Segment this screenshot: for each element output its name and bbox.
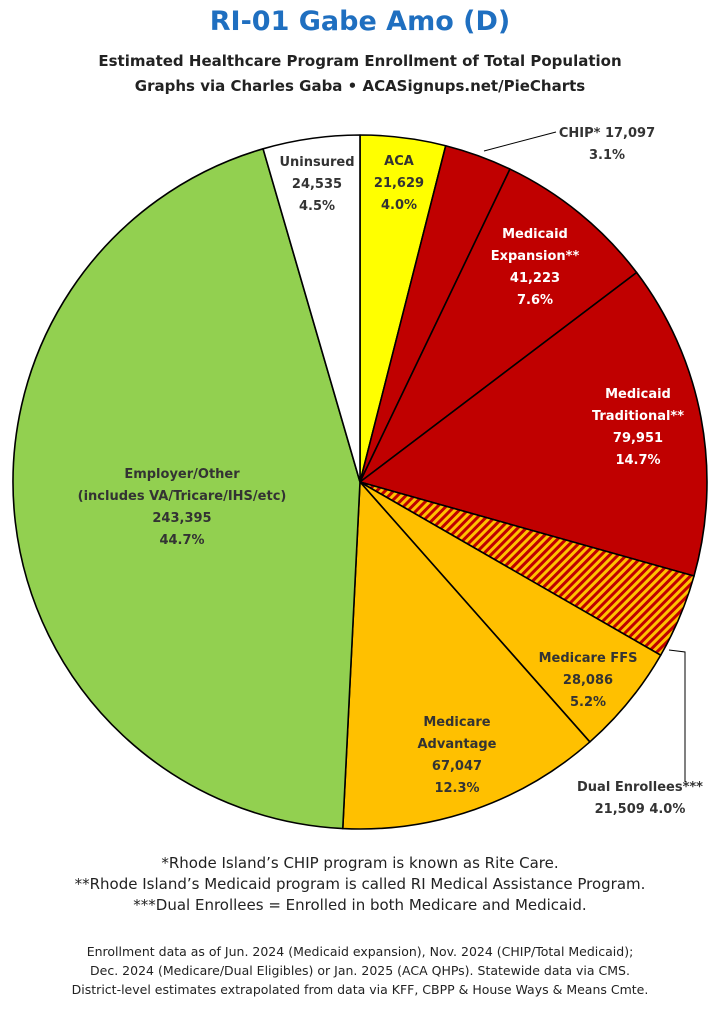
footnote-chip: *Rhode Island’s CHIP program is known as… <box>161 854 559 872</box>
slice-label: Medicaid Traditional** 79,951 14.7% <box>592 387 684 468</box>
slice-label: ACA 21,629 4.0% <box>374 154 424 213</box>
slice-label: Uninsured 24,535 4.5% <box>279 155 354 214</box>
pie-slice-medicaid <box>359 168 638 483</box>
slice-label: Dual Enrollees*** 21,509 4.0% <box>577 780 703 817</box>
pie-slice-uninsured <box>262 134 361 483</box>
slice-label: Medicare FFS 28,086 5.2% <box>539 651 638 710</box>
slice-label: Medicaid Expansion** 41,223 7.6% <box>491 227 580 308</box>
slice-label: Employer/Other (includes VA/Tricare/IHS/e… <box>78 467 287 548</box>
pie-slice-medicare <box>341 481 591 830</box>
source-notes: Enrollment data as of Jun. 2024 (Medicai… <box>0 942 720 999</box>
slice-label: Medicare Advantage 67,047 12.3% <box>418 715 497 796</box>
source-line: Enrollment data as of Jun. 2024 (Medicai… <box>86 944 634 959</box>
pie-chart: ACA 21,629 4.0% CHIP* 17,097 3.1% Medicaid Exp… <box>12 126 708 830</box>
footnote-medicaid: **Rhode Island’s Medicaid program is cal… <box>74 875 646 893</box>
source-line: Dec. 2024 (Medicare/Dual Eligibles) or J… <box>90 963 630 978</box>
chart-credit: Graphs via Charles Gaba • ACASignups.net… <box>134 77 586 95</box>
footnote-dual: ***Dual Enrollees = Enrolled in both Med… <box>133 896 587 914</box>
chart-subtitle: Estimated Healthcare Program Enrollment … <box>98 52 622 70</box>
pie-slice-employerother <box>12 148 361 830</box>
source-line: District-level estimates extrapolated fr… <box>71 982 649 997</box>
chart-title: RI-01 Gabe Amo (D) <box>209 6 511 37</box>
footnotes: *Rhode Island’s CHIP program is known as… <box>0 853 720 916</box>
leader-line <box>483 131 557 152</box>
slice-label: CHIP* 17,097 3.1% <box>559 126 655 163</box>
leader-line <box>668 649 686 782</box>
pie-slice-medicaid <box>359 271 708 577</box>
